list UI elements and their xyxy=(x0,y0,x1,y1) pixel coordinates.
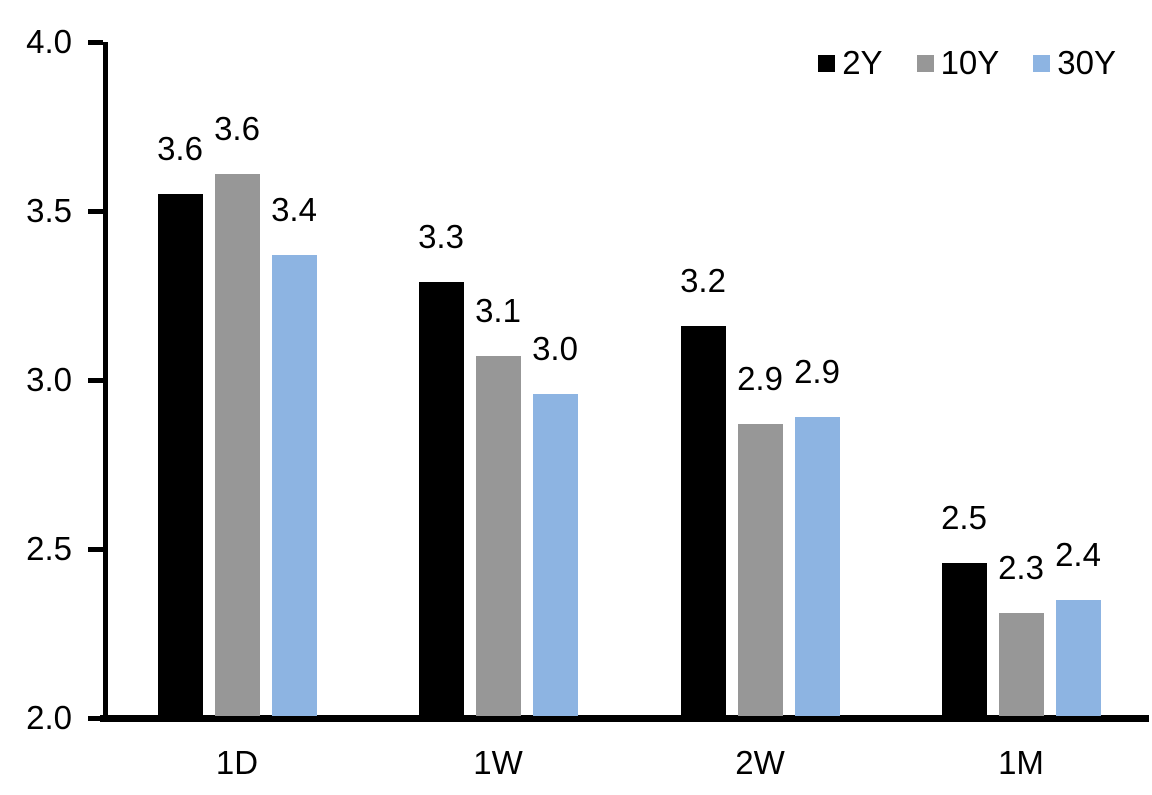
bar-value-label: 3.0 xyxy=(532,329,578,367)
x-tick-label-1M: 1M xyxy=(998,744,1044,781)
bar-value-label: 2.5 xyxy=(941,498,987,536)
legend-label: 10Y xyxy=(940,44,1000,81)
legend-swatch-2Y xyxy=(818,54,836,72)
legend-item-2Y: 2Y xyxy=(818,44,883,81)
bar-10Y-1D xyxy=(214,173,260,716)
y-tick-label: 3.0 xyxy=(26,361,72,398)
y-tick-mark xyxy=(88,209,103,214)
legend-item-30Y: 30Y xyxy=(1033,45,1116,81)
y-tick-mark xyxy=(88,40,103,45)
y-tick-label: 4.0 xyxy=(26,23,72,60)
bar-2Y-2W xyxy=(680,325,726,716)
bar-value-label: 2.3 xyxy=(998,549,1044,587)
bar-value-label: 3.2 xyxy=(680,261,726,299)
legend-swatch-10Y xyxy=(916,54,934,72)
bar-value-label: 3.3 xyxy=(418,217,464,255)
y-tick-mark xyxy=(88,716,103,721)
x-tick-label-1D: 1D xyxy=(215,744,259,781)
bar-2Y-1M xyxy=(941,562,987,716)
bar-30Y-1M xyxy=(1055,599,1101,716)
y-tick-mark xyxy=(88,547,103,552)
bar-value-label: 2.4 xyxy=(1055,535,1101,573)
bar-2Y-1D xyxy=(157,194,203,716)
y-tick-label: 2.5 xyxy=(26,530,72,567)
bar-10Y-1M xyxy=(998,613,1044,716)
y-tick-mark xyxy=(88,378,103,383)
bar-value-label: 3.1 xyxy=(475,292,521,330)
bar-value-label: 3.6 xyxy=(157,130,203,168)
legend-swatch-30Y xyxy=(1033,54,1051,72)
y-axis-line xyxy=(103,42,108,722)
bar-value-label: 3.4 xyxy=(271,190,317,228)
bar-10Y-1W xyxy=(475,356,521,716)
bar-value-label: 2.9 xyxy=(794,353,840,391)
bar-value-label: 3.6 xyxy=(214,109,260,147)
bar-value-label: 2.9 xyxy=(737,359,783,397)
legend: 2Y 10Y 30Y xyxy=(818,45,1116,81)
bar-30Y-2W xyxy=(794,417,840,716)
x-axis-line xyxy=(100,715,1149,722)
legend-item-10Y: 10Y xyxy=(916,44,1000,81)
bar-30Y-1D xyxy=(271,254,317,716)
x-tick-label-1W: 1W xyxy=(473,744,523,781)
bar-10Y-2W xyxy=(737,423,783,716)
bar-30Y-1W xyxy=(532,393,578,716)
legend-label: 30Y xyxy=(1057,44,1116,81)
y-tick-label: 3.5 xyxy=(26,192,72,229)
x-tick-label-2W: 2W xyxy=(735,744,785,781)
legend-label: 2Y xyxy=(842,44,883,81)
bar-2Y-1W xyxy=(418,281,464,716)
y-tick-label: 2.0 xyxy=(26,699,72,736)
